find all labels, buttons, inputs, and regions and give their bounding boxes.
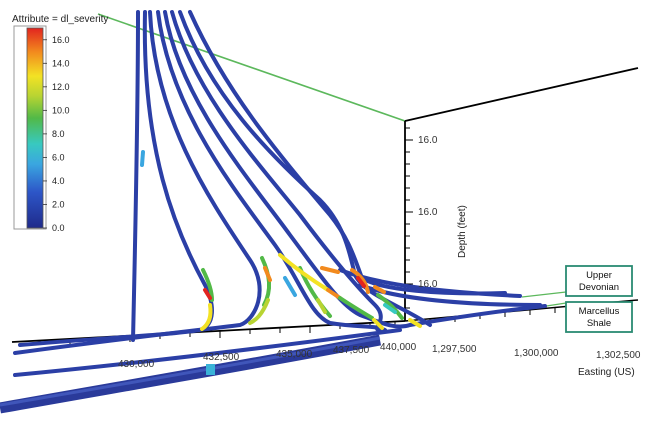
well-foreground-highlight <box>0 336 381 407</box>
well-path-11 <box>408 304 547 327</box>
callout-upper-devonian <box>565 265 633 297</box>
legend-tick-label: 16.0 <box>52 35 70 45</box>
legend-tick-label: 2.0 <box>52 199 65 209</box>
depth-tick-label: 16.0 <box>418 207 438 218</box>
callout-marcellus-line2: Shale <box>587 318 611 329</box>
northing-tick-label: 440,000 <box>380 342 417 353</box>
legend-title: Attribute = dl_severity <box>12 14 108 25</box>
easting-tick-label: 1,300,000 <box>514 348 559 359</box>
legend-tick-label: 6.0 <box>52 152 65 162</box>
callout-upper-devonian-line2: Devonian <box>579 282 619 293</box>
well-path-8 <box>188 10 507 296</box>
depth-axis-label: Depth (feet) <box>457 205 468 258</box>
well-path-1 <box>131 10 140 342</box>
legend-tick-label: 14.0 <box>52 58 70 68</box>
easting-tick-label: 1,302,500 <box>596 350 641 361</box>
callout-marcellus <box>565 301 633 333</box>
depth-minor-ticks <box>405 127 413 309</box>
dl-severity-segments <box>140 150 422 331</box>
well-path-6 <box>170 10 383 332</box>
well-path-12 <box>13 328 402 377</box>
well-path-10 <box>358 283 542 307</box>
callout-upper-devonian-line1: Upper <box>586 270 612 281</box>
well-foreground-marker <box>206 364 215 375</box>
legend-tick-label: 12.0 <box>52 82 70 92</box>
legend-frame <box>13 25 47 230</box>
northing-tick-label: 430,000 <box>118 359 155 370</box>
legend-colorbar <box>26 27 44 229</box>
easting-tick-label: 1,297,500 <box>432 344 477 355</box>
well-path-3 <box>13 10 262 355</box>
well-foreground <box>0 334 382 414</box>
guide-line-top <box>97 13 406 122</box>
guide-line-upper-devonian <box>521 291 567 298</box>
legend-tick-label: 4.0 <box>52 176 65 186</box>
northing-tick-label: 437,500 <box>333 345 370 356</box>
depth-tick-label: 16.0 <box>418 279 438 290</box>
legend-tick-label: 10.0 <box>52 105 70 115</box>
depth-tick-label: 16.0 <box>418 135 438 146</box>
well-path-9 <box>338 268 522 298</box>
well-path-2 <box>18 10 214 347</box>
northing-tick-label: 435,000 <box>276 349 313 360</box>
callout-marcellus-line1: Marcellus <box>579 306 620 317</box>
legend-tick-label: 8.0 <box>52 129 65 139</box>
northing-tick-label: 432,500 <box>203 352 240 363</box>
legend-tick-label: 0.0 <box>52 223 65 233</box>
box-top-edge <box>404 67 639 122</box>
well-trajectories <box>13 10 547 377</box>
legend-ticks: 16.0 14.0 12.0 10.0 8.0 6.0 4.0 2.0 0.0 <box>43 35 70 233</box>
easting-axis-label: Easting (US) <box>578 367 635 378</box>
